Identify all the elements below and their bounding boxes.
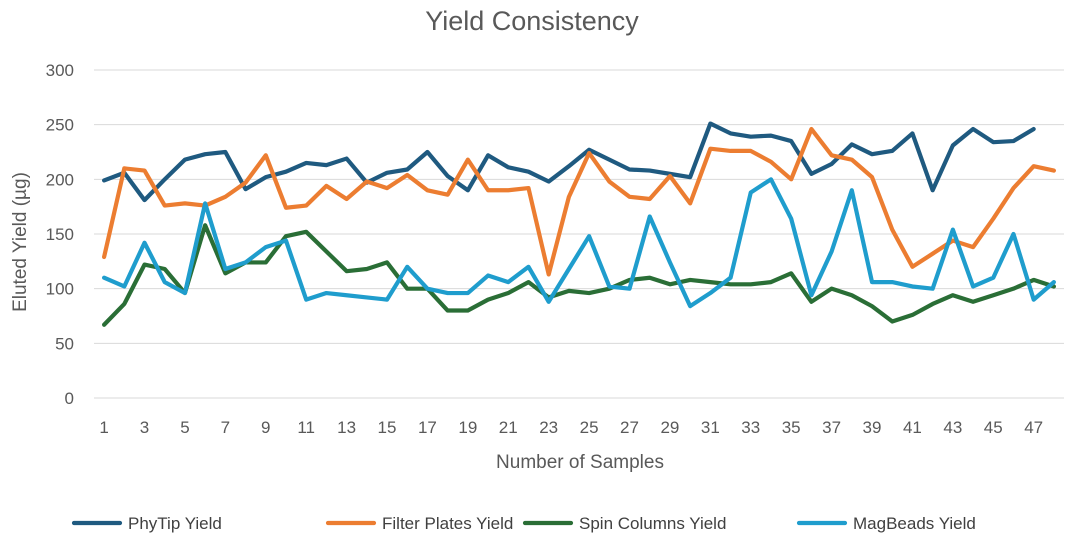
x-tick-label: 15 — [378, 418, 397, 437]
x-tick-label: 3 — [140, 418, 149, 437]
x-tick-label: 41 — [903, 418, 922, 437]
y-tick-label: 0 — [65, 389, 74, 408]
x-tick-label: 7 — [221, 418, 230, 437]
legend-item-filter-plates-yield: Filter Plates Yield — [325, 514, 513, 533]
y-tick-label: 100 — [46, 280, 74, 299]
legend: PhyTip Yield Filter Plates Yield Spin Colu… — [71, 514, 976, 533]
x-tick-label: 45 — [984, 418, 1003, 437]
y-tick-label: 250 — [46, 116, 74, 135]
x-tick-label: 17 — [418, 418, 437, 437]
x-tick-label: 35 — [782, 418, 801, 437]
legend-label: Spin Columns Yield — [579, 514, 726, 533]
legend-item-magbeads-yield: MagBeads Yield — [796, 514, 976, 533]
y-tick-label: 300 — [46, 61, 74, 80]
x-tick-label: 21 — [499, 418, 518, 437]
x-tick-label: 33 — [741, 418, 760, 437]
x-axis-label: Number of Samples — [496, 452, 664, 473]
x-tick-label: 47 — [1024, 418, 1043, 437]
x-tick-label: 5 — [180, 418, 189, 437]
x-tick-label: 1 — [99, 418, 108, 437]
legend-item-spin-columns-yield: Spin Columns Yield — [522, 514, 726, 533]
x-tick-label: 43 — [943, 418, 962, 437]
x-tick-label: 27 — [620, 418, 639, 437]
legend-label: Filter Plates Yield — [382, 514, 513, 533]
x-tick-label: 29 — [660, 418, 679, 437]
y-tick-label: 200 — [46, 170, 74, 189]
gridlines — [94, 69, 1064, 399]
x-tick-label: 39 — [863, 418, 882, 437]
x-tick-label: 13 — [337, 418, 356, 437]
legend-item-phytip-yield: PhyTip Yield — [71, 514, 222, 533]
x-axis-ticks: 1 3 5 7 9 11 13 15 17 19 21 23 25 27 29 31 33 35 37 39 41 43 4… — [99, 418, 1043, 437]
y-tick-label: 150 — [46, 225, 74, 244]
x-tick-label: 37 — [822, 418, 841, 437]
legend-label: PhyTip Yield — [128, 514, 222, 533]
x-tick-label: 19 — [458, 418, 477, 437]
legend-label: MagBeads Yield — [853, 514, 976, 533]
x-tick-label: 11 — [297, 418, 315, 437]
x-tick-label: 31 — [701, 418, 720, 437]
y-tick-label: 50 — [55, 334, 74, 353]
x-tick-label: 23 — [539, 418, 558, 437]
chart-title: Yield Consistency — [425, 6, 639, 36]
series-line-spin-columns-yield — [102, 223, 1056, 327]
series-line-filter-plates-yield — [102, 126, 1056, 277]
series-line-magbeads-yield — [102, 177, 1056, 309]
x-tick-label: 9 — [261, 418, 270, 437]
series-line-phytip-yield — [102, 121, 1036, 203]
y-axis-ticks: 0 50 100 150 200 250 300 — [46, 61, 74, 408]
y-axis-label: Eluted Yield (µg) — [10, 172, 31, 312]
x-tick-label: 25 — [580, 418, 599, 437]
series-lines — [102, 121, 1056, 327]
